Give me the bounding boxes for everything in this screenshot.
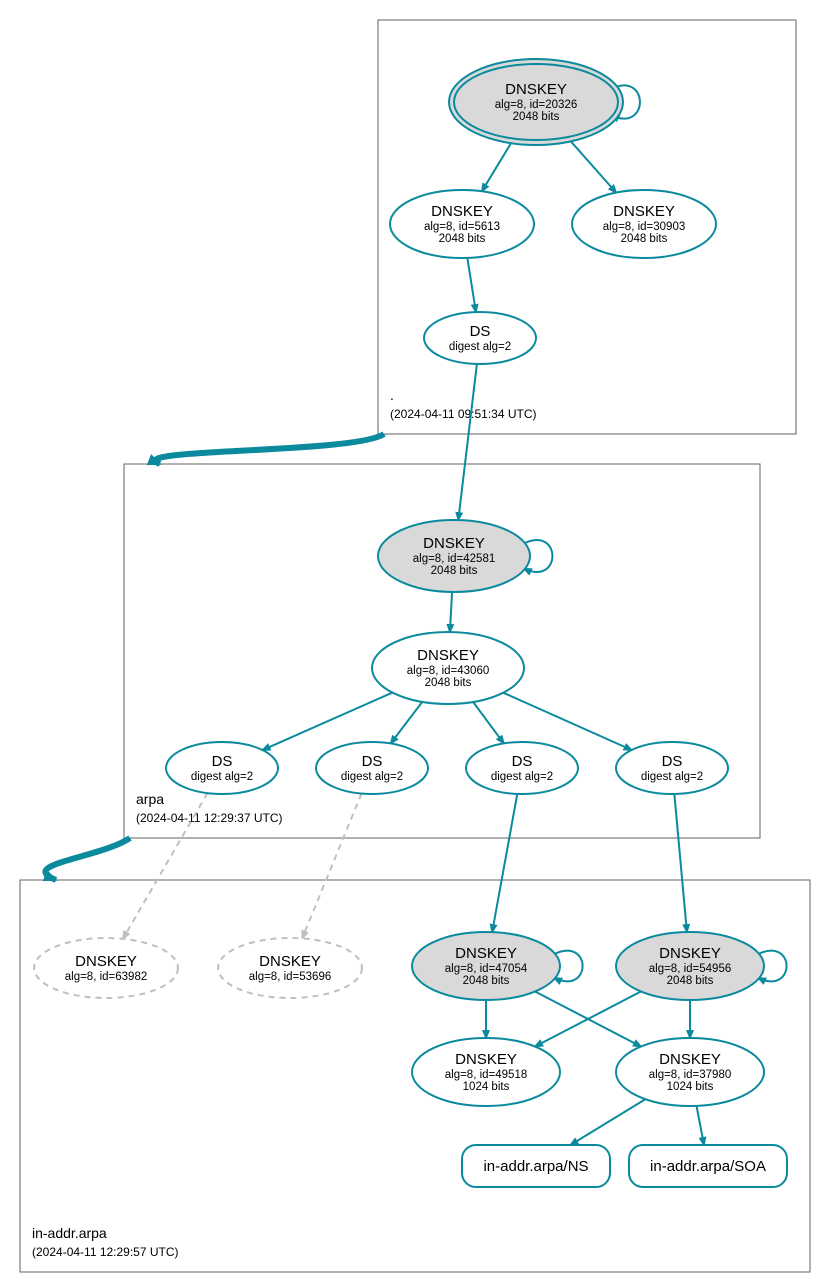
svg-text:(2024-04-11 12:29:37 UTC): (2024-04-11 12:29:37 UTC) — [136, 811, 283, 825]
svg-text:in-addr.arpa/NS: in-addr.arpa/NS — [483, 1158, 588, 1175]
svg-text:2048 bits: 2048 bits — [425, 677, 472, 689]
svg-text:2048 bits: 2048 bits — [513, 111, 560, 123]
node-in_zsk1: DNSKEYalg=8, id=495181024 bits — [412, 1038, 560, 1106]
svg-text:alg=8, id=20326: alg=8, id=20326 — [495, 99, 578, 111]
zone-connector — [155, 434, 384, 464]
zone-connector — [45, 838, 130, 880]
svg-text:1024 bits: 1024 bits — [667, 1081, 714, 1093]
svg-text:2048 bits: 2048 bits — [463, 975, 510, 987]
svg-text:digest alg=2: digest alg=2 — [191, 771, 253, 783]
svg-text:digest alg=2: digest alg=2 — [341, 771, 403, 783]
svg-text:DS: DS — [212, 753, 233, 770]
node-in_zsk2: DNSKEYalg=8, id=379801024 bits — [616, 1038, 764, 1106]
svg-text:DNSKEY: DNSKEY — [423, 535, 485, 552]
svg-text:(2024-04-11 12:29:57 UTC): (2024-04-11 12:29:57 UTC) — [32, 1245, 179, 1259]
svg-text:alg=8, id=49518: alg=8, id=49518 — [445, 1069, 528, 1081]
svg-text:DS: DS — [362, 753, 383, 770]
node-in_ghost2: DNSKEYalg=8, id=53696 — [218, 938, 362, 998]
svg-text:DNSKEY: DNSKEY — [417, 647, 479, 664]
svg-text:.: . — [390, 387, 394, 403]
svg-text:DS: DS — [470, 323, 491, 340]
dnssec-diagram: . (2024-04-11 09:51:34 UTC) arpa (2024-04-1… — [0, 0, 824, 1278]
svg-text:2048 bits: 2048 bits — [621, 233, 668, 245]
svg-text:alg=8, id=53696: alg=8, id=53696 — [249, 971, 332, 983]
node-in_soa: in-addr.arpa/SOA — [629, 1145, 787, 1187]
svg-text:DS: DS — [662, 753, 683, 770]
node-in_ns: in-addr.arpa/NS — [462, 1145, 610, 1187]
svg-text:digest alg=2: digest alg=2 — [449, 341, 511, 353]
svg-text:in-addr.arpa: in-addr.arpa — [32, 1225, 107, 1241]
svg-text:alg=8, id=63982: alg=8, id=63982 — [65, 971, 148, 983]
svg-text:DNSKEY: DNSKEY — [455, 945, 517, 962]
svg-text:arpa: arpa — [136, 791, 164, 807]
node-in_ksk1: DNSKEYalg=8, id=470542048 bits — [412, 932, 560, 1000]
node-arpa_ds2: DSdigest alg=2 — [316, 742, 428, 794]
svg-text:alg=8, id=43060: alg=8, id=43060 — [407, 665, 490, 677]
svg-text:alg=8, id=54956: alg=8, id=54956 — [649, 963, 732, 975]
node-root_ksk: DNSKEYalg=8, id=203262048 bits — [449, 59, 623, 145]
svg-text:2048 bits: 2048 bits — [439, 233, 486, 245]
node-arpa_zsk: DNSKEYalg=8, id=430602048 bits — [372, 632, 524, 704]
svg-text:DNSKEY: DNSKEY — [431, 203, 493, 220]
nodes: DNSKEYalg=8, id=203262048 bitsDNSKEYalg=… — [34, 59, 787, 1187]
svg-text:alg=8, id=42581: alg=8, id=42581 — [413, 553, 496, 565]
svg-text:DNSKEY: DNSKEY — [613, 203, 675, 220]
svg-text:alg=8, id=47054: alg=8, id=47054 — [445, 963, 528, 975]
node-in_ghost1: DNSKEYalg=8, id=63982 — [34, 938, 178, 998]
node-arpa_ds4: DSdigest alg=2 — [616, 742, 728, 794]
svg-text:1024 bits: 1024 bits — [463, 1081, 510, 1093]
svg-text:DNSKEY: DNSKEY — [259, 953, 321, 970]
svg-text:DNSKEY: DNSKEY — [505, 81, 567, 98]
node-arpa_ds1: DSdigest alg=2 — [166, 742, 278, 794]
svg-text:alg=8, id=37980: alg=8, id=37980 — [649, 1069, 732, 1081]
node-root_ds: DSdigest alg=2 — [424, 312, 536, 364]
svg-text:digest alg=2: digest alg=2 — [491, 771, 553, 783]
node-arpa_ksk: DNSKEYalg=8, id=425812048 bits — [378, 520, 530, 592]
svg-text:2048 bits: 2048 bits — [667, 975, 714, 987]
svg-text:(2024-04-11 09:51:34 UTC): (2024-04-11 09:51:34 UTC) — [390, 407, 537, 421]
node-arpa_ds3: DSdigest alg=2 — [466, 742, 578, 794]
svg-text:DNSKEY: DNSKEY — [455, 1051, 517, 1068]
svg-text:2048 bits: 2048 bits — [431, 565, 478, 577]
svg-text:DNSKEY: DNSKEY — [659, 945, 721, 962]
svg-text:in-addr.arpa/SOA: in-addr.arpa/SOA — [650, 1158, 766, 1175]
node-root_zsk2: DNSKEYalg=8, id=309032048 bits — [572, 190, 716, 258]
svg-text:alg=8, id=5613: alg=8, id=5613 — [424, 221, 500, 233]
svg-text:DS: DS — [512, 753, 533, 770]
node-in_ksk2: DNSKEYalg=8, id=549562048 bits — [616, 932, 764, 1000]
svg-text:digest alg=2: digest alg=2 — [641, 771, 703, 783]
svg-text:alg=8, id=30903: alg=8, id=30903 — [603, 221, 686, 233]
node-root_zsk1: DNSKEYalg=8, id=56132048 bits — [390, 190, 534, 258]
svg-text:DNSKEY: DNSKEY — [75, 953, 137, 970]
svg-text:DNSKEY: DNSKEY — [659, 1051, 721, 1068]
